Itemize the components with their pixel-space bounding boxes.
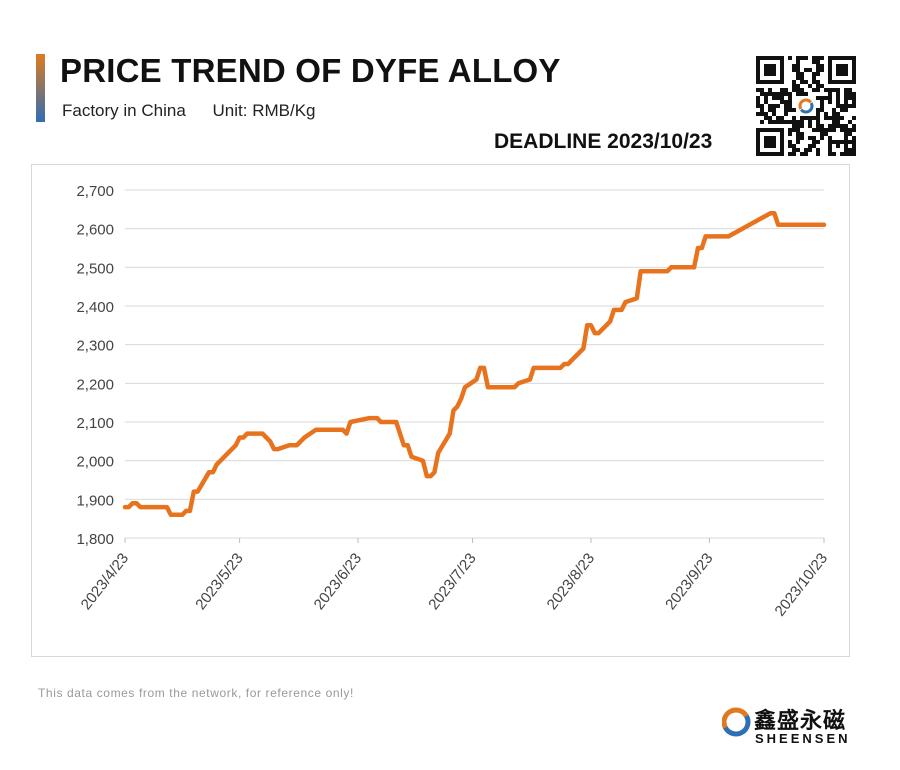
logo-chinese-text: 鑫盛永磁 [754, 709, 847, 734]
x-tick-label: 2023/9/23 [662, 550, 716, 613]
y-tick-label: 2,300 [76, 338, 114, 355]
y-tick-label: 2,600 [76, 222, 114, 239]
y-tick-label: 2,400 [76, 299, 114, 316]
unit-label: Unit: RMB/Kg [212, 101, 316, 120]
y-tick-label: 2,500 [76, 260, 114, 277]
y-tick-label: 1,900 [76, 492, 114, 509]
logo-english-text: SHEENSEN [755, 731, 851, 746]
sheensen-logo-icon [722, 707, 751, 737]
footnote: This data comes from the network, for re… [38, 686, 354, 700]
factory-label: Factory in China [62, 101, 186, 120]
y-tick-label: 1,800 [76, 531, 114, 548]
price-series-line [122, 210, 827, 518]
x-tick-label: 2023/6/23 [311, 550, 365, 613]
x-tick-label: 2023/8/23 [544, 550, 598, 613]
y-tick-label: 2,200 [76, 376, 114, 393]
qr-code-icon [756, 56, 856, 156]
deadline-label: DEADLINE 2023/10/23 [494, 130, 713, 153]
line-chart: 1,800 1,900 2,000 2,100 2,200 2,300 2,400 2,500… [76, 183, 832, 620]
y-tick-label: 2,100 [76, 415, 114, 432]
subtitle: Factory in China Unit: RMB/Kg [62, 101, 316, 121]
chart-panel: 1,800 1,900 2,000 2,100 2,200 2,300 2,400 2,500… [31, 164, 850, 657]
page-title: PRICE TREND OF DYFE ALLOY [60, 52, 561, 89]
x-tick-label: 2023/5/23 [192, 550, 246, 613]
y-tick-label: 2,000 [76, 454, 114, 471]
x-tick-label: 2023/7/23 [425, 550, 479, 613]
x-tick-label: 2023/10/23 [772, 550, 832, 620]
title-accent-bar [36, 54, 45, 122]
x-tick-label: 2023/4/23 [78, 550, 132, 613]
y-tick-label: 2,700 [76, 183, 114, 200]
